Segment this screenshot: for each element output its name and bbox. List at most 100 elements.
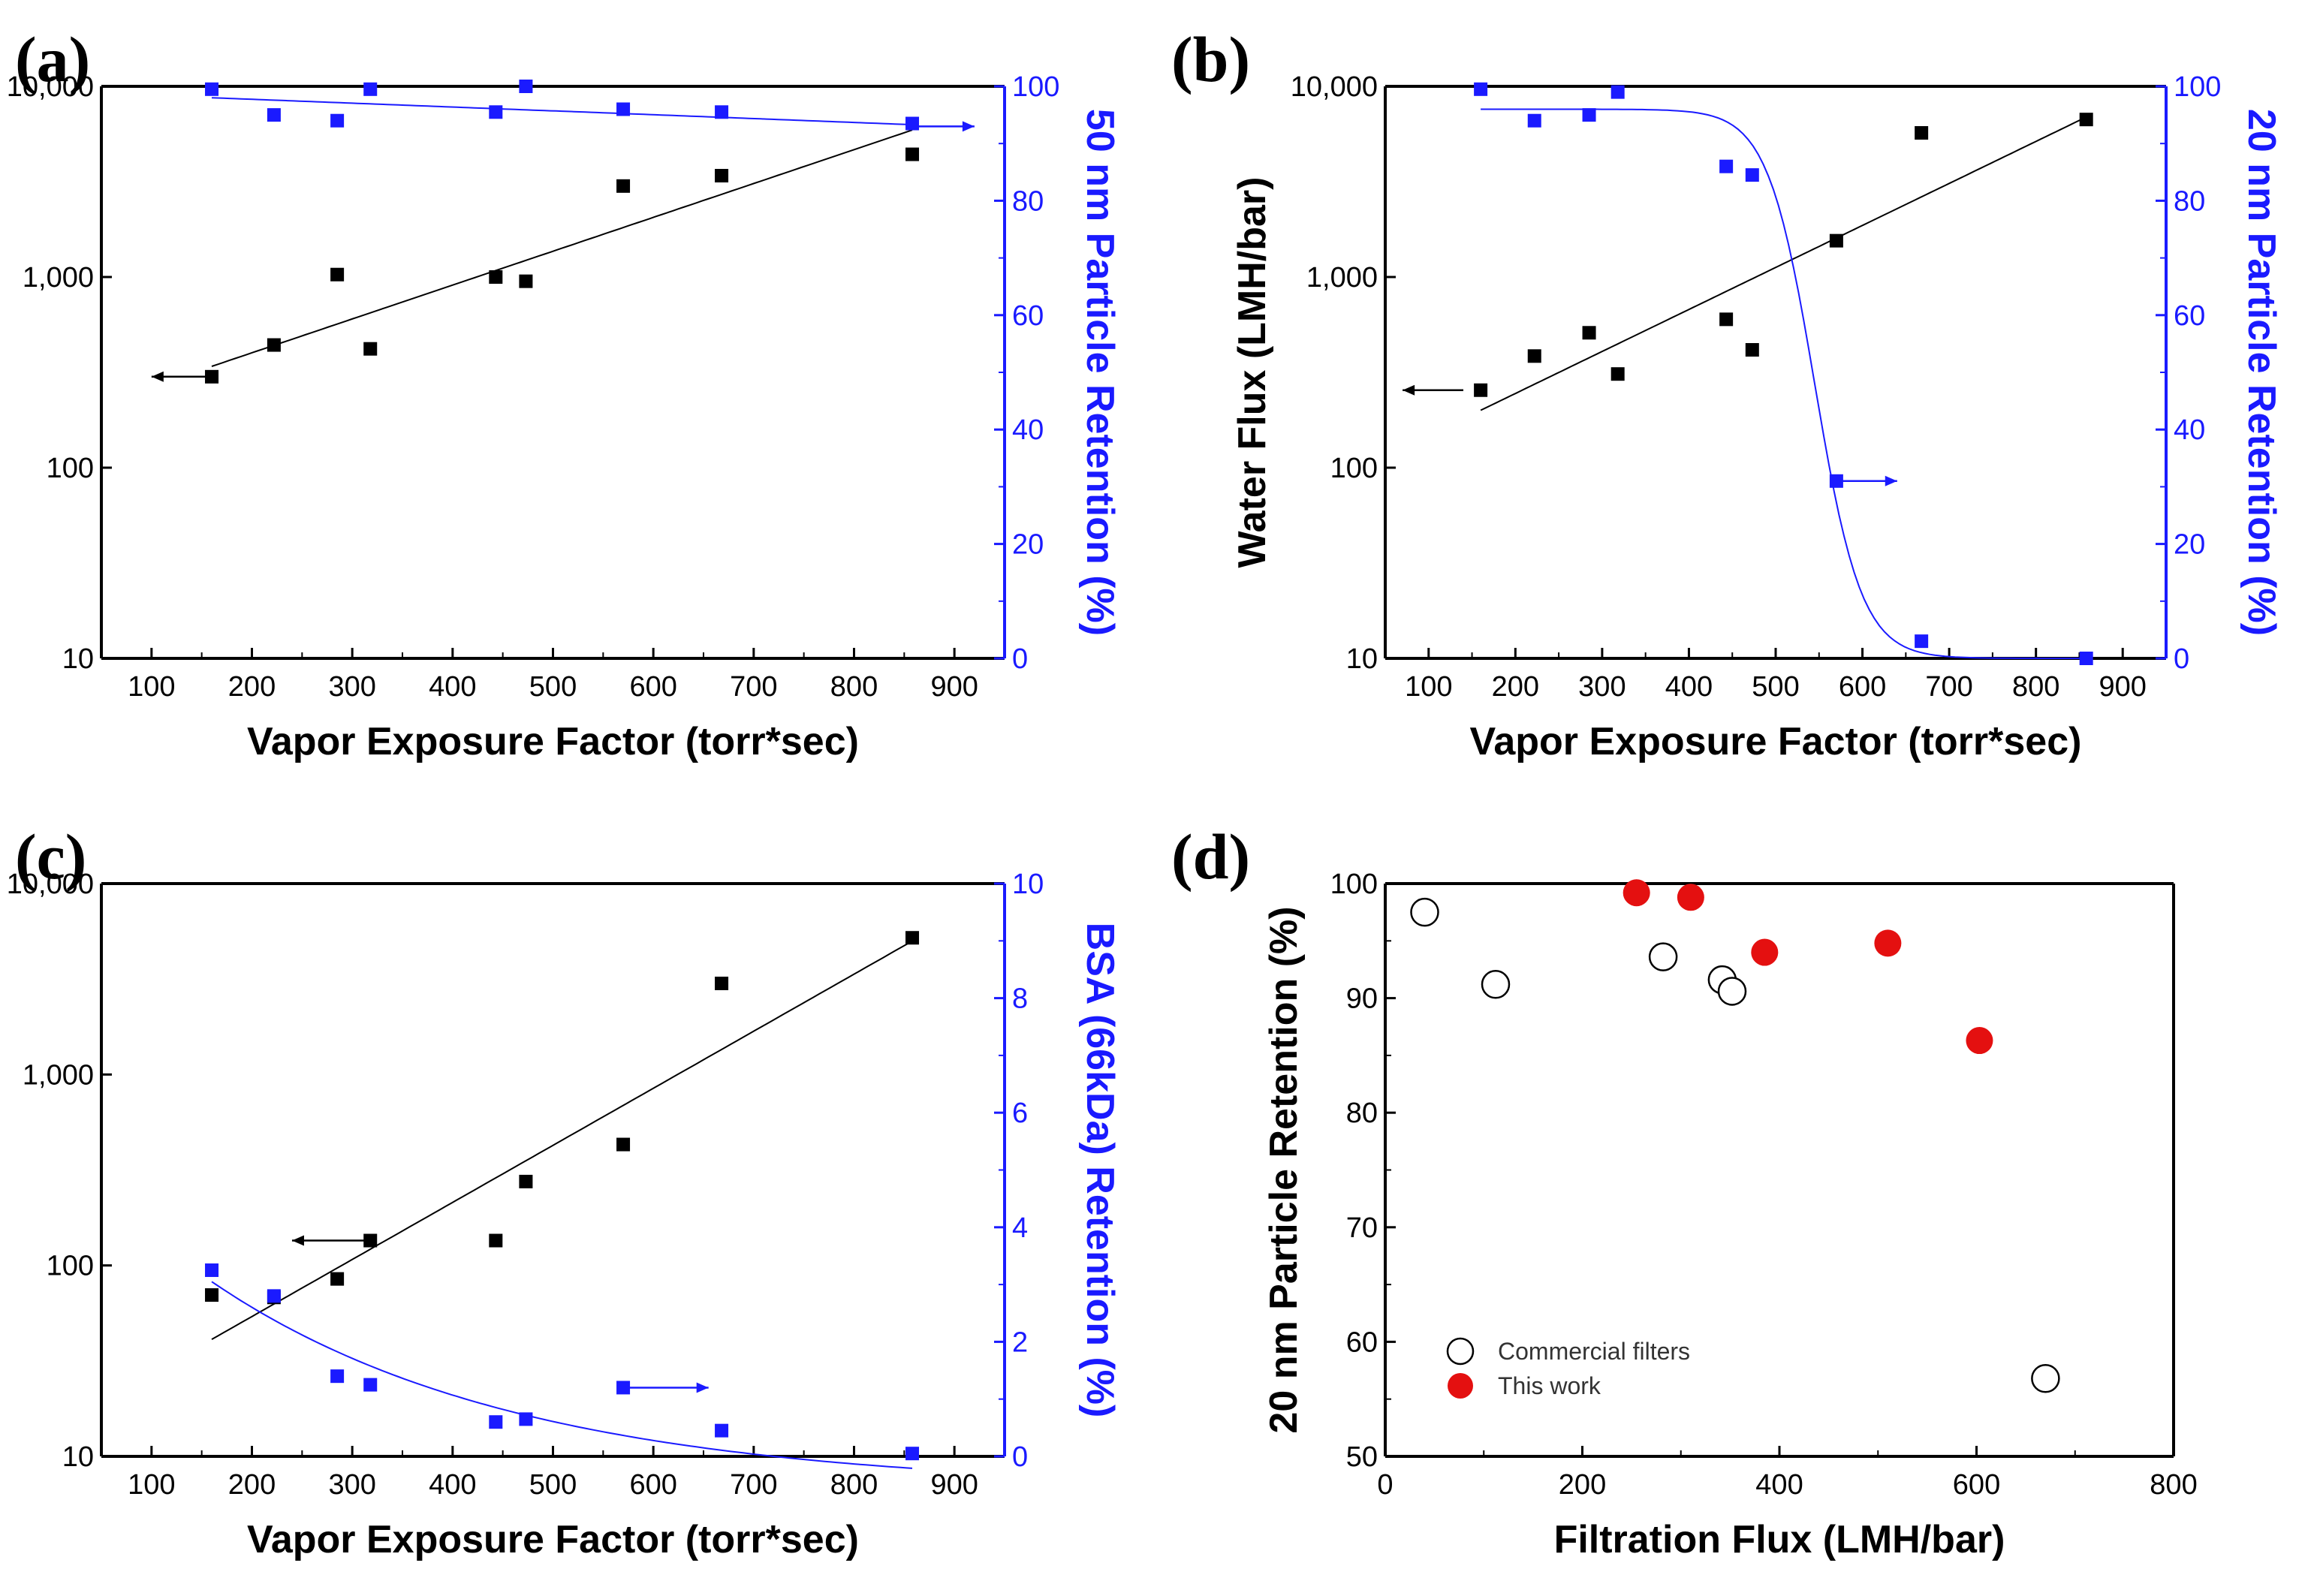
flux-point: [715, 976, 729, 990]
x-axis-title: Vapor Exposure Factor (torr*sec): [1470, 720, 2082, 763]
x-tick-label: 200: [228, 671, 276, 703]
retention-point: [1474, 82, 1488, 96]
retention-fit-line: [211, 1281, 913, 1469]
x-tick-label: 800: [2012, 671, 2059, 703]
y2-tick-label: 20: [1012, 529, 1044, 561]
flux-point: [519, 274, 533, 288]
retention-point: [715, 105, 729, 119]
retention-fit-line: [1481, 108, 2087, 659]
y2-tick-label: 80: [1012, 185, 1044, 217]
retention-point: [1829, 474, 1843, 488]
retention-point: [489, 105, 503, 119]
y2-tick-label: 2: [1012, 1326, 1028, 1358]
x-tick-label: 400: [429, 671, 476, 703]
flux-fit-line: [211, 940, 913, 1340]
retention-point: [205, 1263, 219, 1278]
panel-c: (c)100 200 300 400 500 600 700 800 900101001,000…: [7, 821, 1122, 1561]
retention-point: [1610, 85, 1625, 99]
panel-label: (a): [15, 23, 90, 95]
y2-axis-title: BSA (66kDa) Retention (%): [1078, 923, 1122, 1418]
flux-point: [1745, 343, 1759, 357]
flux-fit-line: [211, 129, 913, 367]
x-tick-label: 900: [2099, 671, 2147, 703]
y2-tick-label: 0: [1012, 1441, 1028, 1473]
y-axis-title: 20 nm Particle Retention (%): [1262, 906, 1306, 1433]
y2-tick-label: 60: [1012, 300, 1044, 332]
y-tick-label: 60: [1346, 1326, 1378, 1358]
flux-point: [267, 338, 281, 352]
flux-point: [519, 1174, 533, 1188]
y-tick-label: 10,000: [7, 869, 94, 900]
x-tick-label: 500: [529, 671, 577, 703]
x-tick-label: 600: [629, 1469, 676, 1501]
y2-tick-label: 40: [2174, 414, 2205, 446]
x-tick-label: 800: [830, 1469, 878, 1501]
flux-point: [715, 169, 729, 183]
y-tick-label: 1,000: [23, 262, 94, 294]
x-axis-title: Vapor Exposure Factor (torr*sec): [247, 1518, 859, 1561]
y2-axis-title: 50 nm Particle Retention (%): [1078, 109, 1122, 636]
legend-marker-this-work: [1448, 1373, 1473, 1399]
commercial-filter-point: [1717, 977, 1747, 1006]
x-tick-label: 300: [328, 671, 375, 703]
y2-tick-label: 4: [1012, 1212, 1028, 1244]
retention-point: [205, 82, 219, 96]
axis-arrow-head: [1403, 384, 1415, 396]
y-tick-label: 10: [62, 1441, 94, 1473]
x-tick-label: 700: [1925, 671, 1972, 703]
retention-point: [905, 1447, 920, 1461]
x-tick-label: 400: [1755, 1469, 1803, 1501]
retention-point: [363, 1378, 378, 1392]
panel-a: (a)100 200 300 400 500 600 700 800 900101001,000…: [7, 23, 1122, 763]
retention-fit-line: [211, 97, 913, 126]
y2-tick-label: 20: [2174, 529, 2205, 561]
retention-point: [1527, 113, 1541, 128]
legend-marker-commercial: [1446, 1337, 1475, 1366]
retention-point: [330, 1369, 345, 1384]
flux-point: [205, 369, 219, 384]
retention-point: [616, 102, 631, 116]
retention-point: [330, 113, 345, 128]
commercial-filter-point: [1648, 942, 1678, 971]
flux-point: [489, 270, 503, 284]
x-tick-label: 100: [128, 1469, 175, 1501]
flux-point: [1582, 326, 1596, 340]
axis-arrow-head: [1885, 475, 1897, 486]
this-work-point: [1677, 884, 1704, 911]
retention-point: [1745, 168, 1759, 182]
flux-point: [1610, 367, 1625, 381]
x-tick-label: 400: [1665, 671, 1713, 703]
x-tick-label: 800: [830, 671, 878, 703]
y2-tick-label: 0: [1012, 643, 1028, 675]
axis-arrow-head: [962, 121, 975, 132]
y-tick-label: 90: [1346, 983, 1378, 1015]
retention-point: [1915, 634, 1929, 649]
flux-point: [205, 1288, 219, 1302]
y-tick-label: 1,000: [23, 1059, 94, 1091]
retention-point: [616, 1381, 631, 1395]
y2-axis-title: 20 nm Particle Retention (%): [2240, 109, 2283, 636]
panel-label: (d): [1171, 821, 1250, 893]
x-tick-label: 600: [1839, 671, 1886, 703]
x-tick-label: 200: [1492, 671, 1539, 703]
flux-point: [489, 1233, 503, 1248]
axis-arrow-head: [291, 1235, 304, 1246]
y2-tick-label: 100: [1012, 71, 1059, 103]
flux-point: [1474, 383, 1488, 397]
flux-point: [330, 267, 345, 282]
y2-tick-label: 10: [1012, 869, 1044, 900]
flux-point: [363, 342, 378, 356]
x-tick-label: 200: [228, 1469, 276, 1501]
axis-arrow-head: [696, 1382, 709, 1393]
flux-point: [1527, 349, 1541, 363]
x-tick-label: 500: [1752, 671, 1799, 703]
panel-d: (d) 0 200 400 600 800 50 60 70 80 90 100 Filtration …: [1171, 821, 2198, 1561]
y-tick-label: 1,000: [1306, 262, 1378, 294]
x-tick-label: 700: [730, 1469, 777, 1501]
retention-point: [905, 116, 920, 131]
panel-label: (b): [1171, 23, 1250, 95]
y2-tick-label: 60: [2174, 300, 2205, 332]
y2-tick-label: 80: [2174, 185, 2205, 217]
retention-point: [519, 80, 533, 93]
